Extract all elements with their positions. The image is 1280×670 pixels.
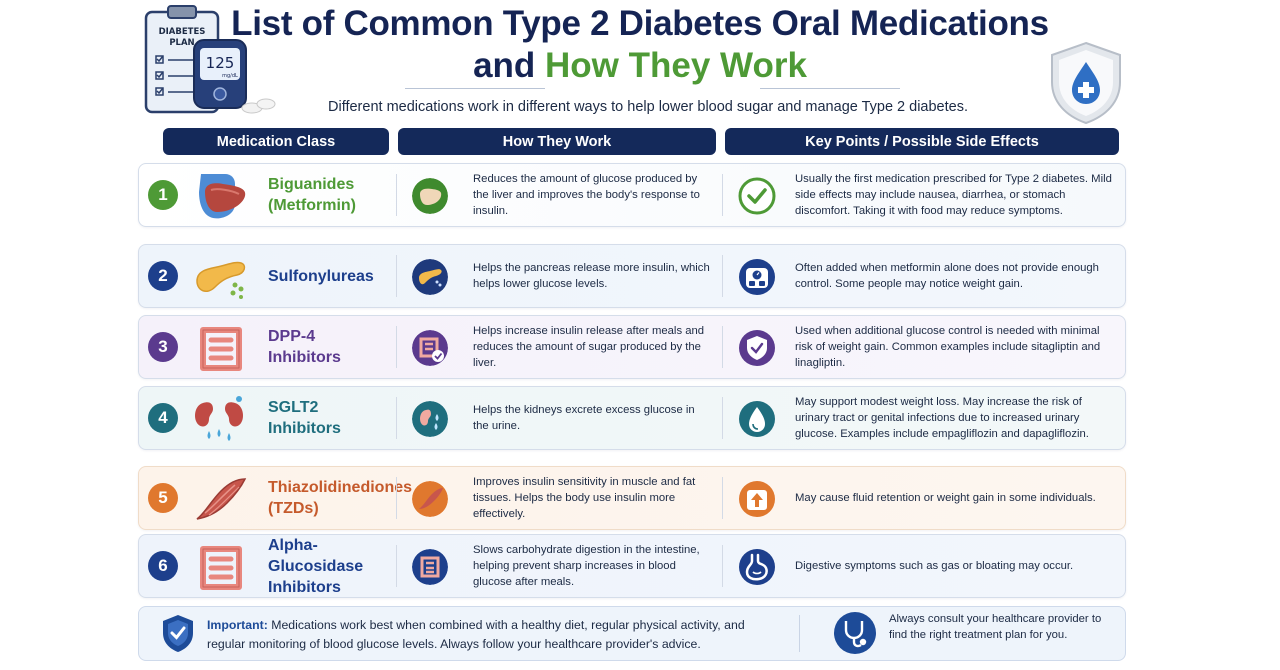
column-divider: [722, 477, 723, 519]
row-number-badge: 5: [148, 483, 178, 513]
liver-icon: [199, 174, 246, 219]
intestine-icon: [200, 327, 242, 371]
column-header-key: Key Points / Possible Side Effects: [725, 128, 1119, 155]
kidneys-icon: [195, 396, 243, 441]
how-it-works-text: Improves insulin sensitivity in muscle a…: [473, 476, 696, 520]
column-divider: [396, 326, 397, 368]
key-points-text: Digestive symptoms such as gas or bloati…: [795, 560, 1074, 572]
column-divider: [396, 174, 397, 216]
class-name: Biguanides (Metformin): [268, 176, 356, 214]
footer-divider: [799, 615, 800, 652]
muscle-icon: [196, 478, 247, 520]
page-title-line1: List of Common Type 2 Diabetes Oral Medi…: [231, 4, 1049, 43]
row-number-badge: 2: [148, 261, 178, 291]
medication-row-sulfonylureas: 2 Sulfonylureas Helps the pancreas relea…: [138, 244, 1126, 308]
kidney-icon: [412, 401, 448, 437]
column-divider: [722, 545, 723, 587]
shield-check-icon: [739, 330, 775, 366]
pancreas-icon: [196, 261, 246, 299]
row-number-badge: 3: [148, 332, 178, 362]
column-divider: [396, 397, 397, 439]
class-name: Thiazolidinediones (TZDs): [268, 479, 413, 517]
column-divider: [396, 255, 397, 297]
how-it-works-text: Slows carbohydrate digestion in the inte…: [473, 544, 700, 588]
diabetes-plan-clipboard-icon: DIABETES PLAN 125 mg/dL: [144, 5, 276, 114]
column-header-class: Medication Class: [163, 128, 389, 155]
stethoscope-icon: [834, 612, 876, 654]
row-number-badge: 1: [148, 180, 178, 210]
intestine-check-icon: [412, 330, 448, 366]
class-name: SGLT2 Inhibitors: [268, 399, 341, 437]
medication-row-alpha-glucosidase: 6 Alpha-Glucosidase Inhibitors Slows car…: [138, 534, 1126, 598]
key-points-text: May support modest weight loss. May incr…: [795, 396, 1089, 440]
important-label: Important:: [207, 618, 268, 632]
muscle-icon: [412, 481, 448, 517]
weight-up-icon: [739, 481, 775, 517]
how-it-works-text: Helps the pancreas release more insulin,…: [473, 262, 710, 290]
clipboard-title-line1: DIABETES: [159, 27, 206, 37]
column-divider: [396, 545, 397, 587]
clipboard-title-line2: PLAN: [169, 38, 194, 48]
scale-icon: [739, 259, 775, 295]
title-prefix: and: [473, 46, 546, 85]
key-points-text: Often added when metformin alone does no…: [795, 262, 1099, 290]
checkmark-icon: [738, 177, 776, 215]
liver-icon: [412, 178, 448, 214]
key-points-text: Usually the first medication prescribed …: [795, 173, 1112, 217]
column-divider: [722, 255, 723, 297]
column-header-how: How They Work: [398, 128, 716, 155]
page-subtitle: Different medications work in different …: [328, 99, 968, 115]
class-name: Sulfonylureas: [268, 267, 374, 285]
title-rule-left: [405, 88, 545, 89]
how-it-works-text: Helps the kidneys excrete excess glucose…: [473, 404, 695, 432]
how-it-works-text: Reduces the amount of glucose produced b…: [473, 173, 700, 217]
key-points-text: May cause fluid retention or weight gain…: [795, 492, 1096, 504]
water-drop-icon: [739, 401, 775, 437]
class-name: DPP-4 Inhibitors: [268, 328, 341, 366]
stomach-icon: [739, 549, 775, 585]
column-divider: [396, 477, 397, 519]
important-body: Medications work best when combined with…: [207, 618, 745, 651]
medication-row-sglt2: 4 SGLT2 Inhibitors Helps the kidneys exc…: [138, 386, 1126, 450]
medication-row-biguanides: 1 Biguanides (Metformin) Reduces the amo…: [138, 163, 1126, 227]
row-number-badge: 4: [148, 403, 178, 433]
medication-row-tzds: 5 Thiazolidinediones (TZDs) Improves ins…: [138, 466, 1126, 530]
how-it-works-text: Helps increase insulin release after mea…: [473, 325, 705, 369]
important-note-text: Important: Medications work best when co…: [207, 616, 767, 654]
meter-unit: mg/dL: [222, 73, 238, 79]
column-divider: [722, 174, 723, 216]
intestine-icon: [200, 546, 242, 590]
shield-blood-drop-icon: [1051, 41, 1121, 125]
pancreas-icon: [412, 259, 448, 295]
important-note-box: Important: Medications work best when co…: [138, 606, 1126, 661]
class-name: Alpha-Glucosidase Inhibitors: [268, 536, 364, 596]
consult-provider-text: Always consult your healthcare provider …: [889, 613, 1102, 641]
column-divider: [722, 326, 723, 368]
medication-row-dpp4: 3 DPP-4 Inhibitors Helps increase insuli…: [138, 315, 1126, 379]
column-divider: [722, 397, 723, 439]
title-accent: How They Work: [545, 46, 807, 85]
intestine-icon: [412, 549, 448, 585]
shield-check-icon: [163, 615, 193, 652]
key-points-text: Used when additional glucose control is …: [795, 325, 1101, 369]
page-title-line2: and How They Work: [0, 46, 1280, 86]
row-number-badge: 6: [148, 551, 178, 581]
meter-reading: 125: [206, 54, 235, 72]
title-rule-right: [760, 88, 900, 89]
